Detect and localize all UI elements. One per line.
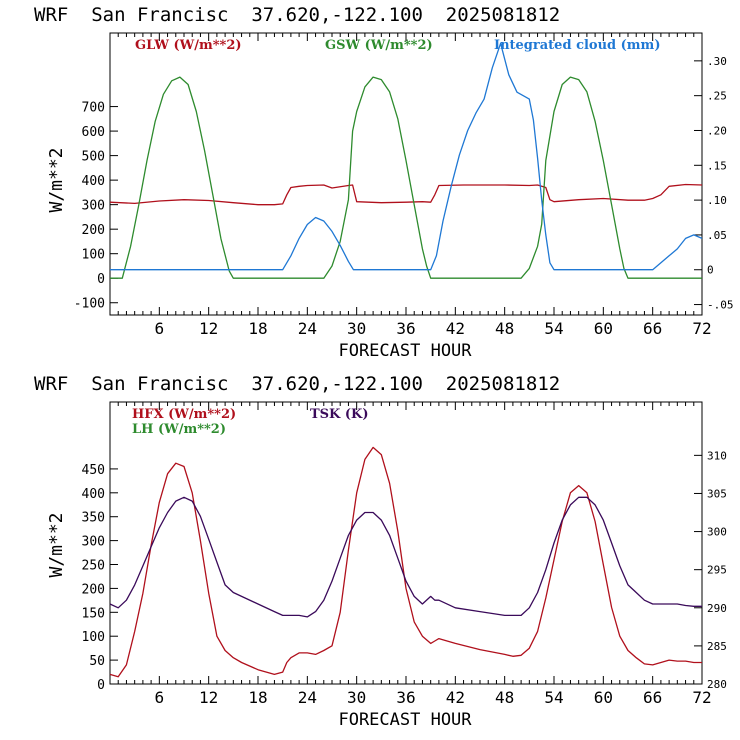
y-tick-label: 200 — [82, 223, 105, 238]
x-tick-label: 72 — [692, 319, 711, 338]
y-tick-label: 50 — [89, 654, 105, 669]
series-line-red — [109, 446, 702, 678]
y2-tick-label: .15 — [707, 159, 727, 172]
panel-surface-flux: WRF San Francisc 37.620,-122.100 2025081… — [34, 373, 727, 730]
x-tick-label: 24 — [298, 319, 317, 338]
x-tick-label: 72 — [692, 688, 711, 707]
legend-hfx: HFX (W/m**2) — [132, 407, 236, 422]
chart-title: WRF San Francisc 37.620,-122.100 2025081… — [34, 373, 560, 395]
y-tick-label: 300 — [82, 535, 105, 550]
x-tick-label: 18 — [248, 688, 267, 707]
y-tick-label: 350 — [82, 511, 105, 526]
x-tick-label: 12 — [199, 319, 218, 338]
x-axis-label: FORECAST HOUR — [338, 710, 472, 730]
x-tick-label: 48 — [495, 688, 514, 707]
legend-glw: GLW (W/m**2) — [135, 38, 242, 53]
y-tick-label: 700 — [82, 101, 105, 116]
x-tick-label: 60 — [594, 688, 613, 707]
x-tick-label: 30 — [347, 319, 366, 338]
panel-radiation: WRF San Francisc 37.620,-122.100 2025081… — [34, 4, 734, 361]
y2-tick-label: .25 — [707, 90, 727, 103]
y-tick-label: 250 — [82, 559, 105, 574]
x-tick-label: 24 — [298, 688, 317, 707]
x-tick-label: 42 — [446, 319, 465, 338]
x-tick-label: 6 — [155, 319, 165, 338]
y-tick-label: 400 — [82, 487, 105, 502]
x-tick-label: 42 — [446, 688, 465, 707]
x-tick-label: 12 — [199, 688, 218, 707]
plot-frame — [109, 32, 703, 316]
x-tick-label: 66 — [643, 319, 662, 338]
y-tick-label: 400 — [82, 174, 105, 189]
y-tick-label: 500 — [82, 150, 105, 165]
chart-title: WRF San Francisc 37.620,-122.100 2025081… — [34, 4, 560, 26]
y2-tick-label: 295 — [707, 564, 727, 577]
x-tick-label: 54 — [544, 688, 563, 707]
plot-frame — [109, 401, 703, 685]
x-axis-label: FORECAST HOUR — [338, 341, 472, 361]
y-tick-label: 600 — [82, 125, 105, 140]
y2-tick-label: 305 — [707, 487, 727, 500]
legend-integrated-cloud: Integrated cloud (mm) — [494, 38, 660, 53]
y-axis-label: W/m**2 — [46, 147, 67, 212]
x-tick-label: 48 — [495, 319, 514, 338]
x-tick-label: 30 — [347, 688, 366, 707]
y-tick-label: 450 — [82, 463, 105, 478]
legend-gsw: GSW (W/m**2) — [325, 38, 433, 53]
y-tick-label: 100 — [82, 248, 105, 263]
y2-tick-label: .10 — [707, 194, 727, 207]
y2-tick-label: -.05 — [707, 299, 734, 312]
legend-lh: LH (W/m**2) — [132, 422, 226, 437]
series-line-red — [109, 183, 703, 206]
y2-tick-label: 290 — [707, 602, 727, 615]
y-tick-label: 200 — [82, 582, 105, 597]
y-axis-label: W/m**2 — [46, 512, 67, 577]
x-tick-label: 54 — [544, 319, 563, 338]
y2-tick-label: 285 — [707, 640, 727, 653]
y-tick-label: -100 — [74, 297, 105, 312]
y2-tick-label: 0 — [707, 264, 714, 277]
y-tick-label: 100 — [82, 630, 105, 645]
y2-tick-label: 310 — [707, 449, 727, 462]
y-tick-label: 0 — [97, 272, 105, 287]
series-line-blue — [110, 42, 703, 271]
y-tick-label: 0 — [97, 678, 105, 693]
y2-tick-label: 300 — [707, 526, 727, 539]
x-tick-label: 36 — [396, 688, 415, 707]
legend-tsk: TSK (K) — [310, 407, 369, 422]
x-tick-label: 66 — [643, 688, 662, 707]
y2-tick-label: 280 — [707, 678, 727, 691]
y-tick-label: 150 — [82, 606, 105, 621]
x-tick-label: 18 — [248, 319, 267, 338]
series-line-purple — [109, 496, 702, 618]
series-line-green — [110, 76, 702, 279]
y-tick-label: 300 — [82, 199, 105, 214]
x-tick-label: 36 — [396, 319, 415, 338]
y2-tick-label: .20 — [707, 124, 727, 137]
x-tick-label: 6 — [155, 688, 165, 707]
y2-tick-label: .05 — [707, 229, 727, 242]
y2-tick-label: .30 — [707, 55, 727, 68]
x-tick-label: 60 — [594, 319, 613, 338]
